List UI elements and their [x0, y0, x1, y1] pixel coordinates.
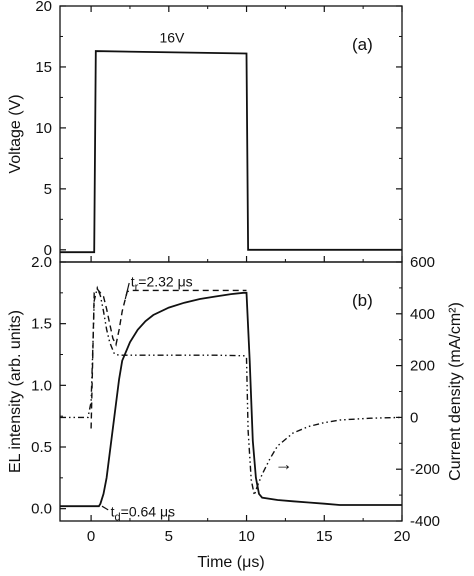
panel-b-frame	[59, 261, 403, 522]
annotation-rise-time-t: t	[131, 274, 135, 290]
panel-a-label: (a)	[352, 35, 373, 54]
panel-b-y2-tick-label: 400	[410, 306, 435, 323]
panel-b-y-axis-title: EL intensity (arb. units)	[7, 310, 24, 473]
panel-b-y2-axis-title: Current density (mA/cm²)	[447, 302, 464, 481]
panel-b-x-tick-label: 20	[394, 528, 411, 545]
annotation-rise-time-sub: r	[135, 282, 139, 294]
panel-b-y-tick-label: 2.0	[31, 254, 52, 271]
panel-b-el-current: 0.0 0.5 1.0 1.5 2.0 -400 -200 0 200 400 600 0 5 10 15 2…	[7, 254, 464, 571]
annotation-rise-time: tr=2.32 μs	[131, 274, 193, 294]
annotation-delay-time: td=0.64 μs	[111, 504, 175, 524]
panel-b-y2-tick-label: 0	[410, 409, 418, 426]
annotation-delay-time-sub: d	[115, 512, 121, 524]
panel-a-y-tick-label: 20	[35, 0, 52, 15]
delay-time-arrow	[101, 505, 109, 511]
annotation-16v: 16V	[159, 29, 185, 45]
panel-b-ticks: 0.0 0.5 1.0 1.5 2.0 -400 -200 0 200 400 600 0 5 10 15 2…	[31, 254, 440, 545]
panel-a-y-tick-label: 5	[44, 181, 52, 198]
x-axis-title: Time (μs)	[197, 554, 264, 571]
panel-a-y-tick-label: 0	[44, 242, 52, 259]
panel-b-label: (b)	[352, 291, 373, 310]
panel-a-voltage: 0 5 10 15 20 Voltage (V) (a) 16V	[7, 0, 403, 263]
panel-b-y-tick-label: 0.0	[31, 501, 52, 518]
rise-time-arrow	[124, 282, 130, 300]
panel-b-x-tick-label: 0	[87, 528, 95, 545]
panel-b-x-tick-label: 15	[316, 528, 333, 545]
panel-b-x-tick-label: 5	[165, 528, 173, 545]
panel-b-y-tick-label: 1.5	[31, 316, 52, 333]
panel-a-y-tick-label: 15	[35, 59, 52, 76]
voltage-pulse-line	[60, 50, 402, 254]
panel-b-y2-tick-label: 600	[410, 254, 435, 271]
panel-b-y2-tick-label: -200	[410, 461, 440, 478]
el-intensity-line	[60, 291, 402, 508]
panel-a-y-tick-label: 10	[35, 120, 52, 137]
panel-a-y-axis-title: Voltage (V)	[7, 94, 24, 173]
panel-a-series	[60, 50, 402, 254]
annotation-rise-time-value: =2.32 μs	[138, 274, 192, 290]
panel-b-y2-tick-label: -400	[410, 513, 440, 530]
panel-b-y2-tick-label: 200	[410, 358, 435, 375]
el-rise-dashed-line	[90, 288, 247, 429]
annotation-delay-time-value: =0.64 μs	[121, 504, 175, 520]
panel-b-x-tick-label: 10	[238, 528, 255, 545]
panel-b-y-tick-label: 1.0	[31, 377, 52, 394]
panel-b-series	[60, 285, 403, 508]
right-axis-arrow-icon: →	[275, 454, 293, 474]
annotation-delay-time-t: t	[111, 504, 115, 520]
panel-b-y-tick-label: 0.5	[31, 439, 52, 456]
